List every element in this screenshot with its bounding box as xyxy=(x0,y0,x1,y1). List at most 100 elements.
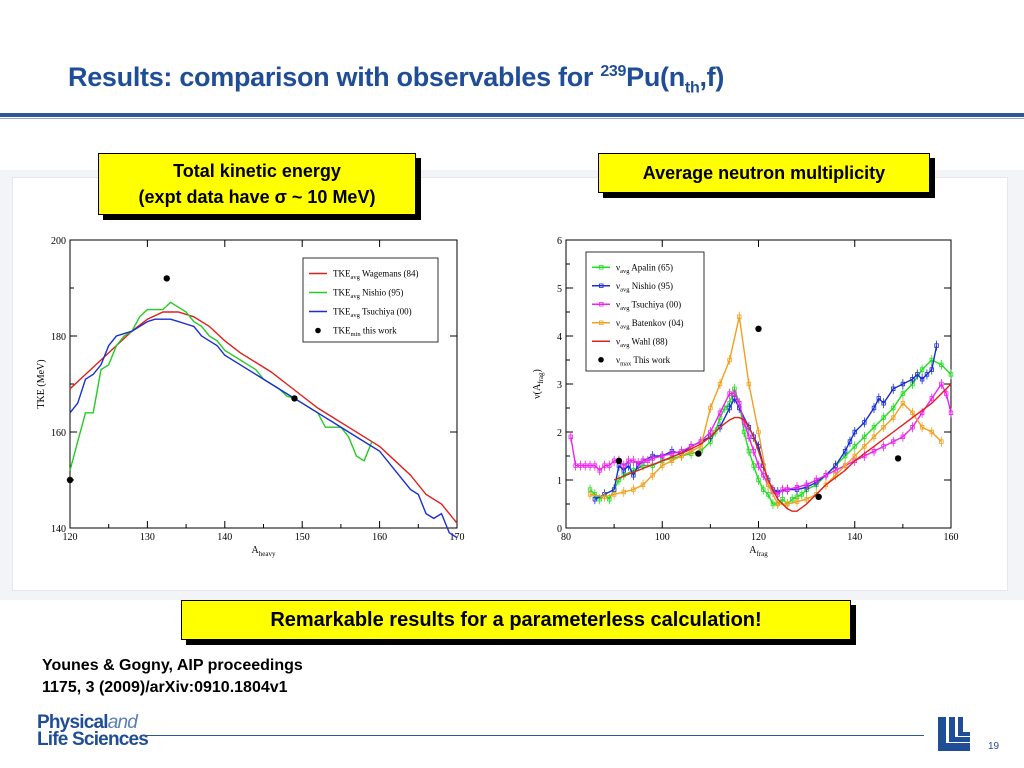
x-tick-label: 140 xyxy=(217,532,232,543)
data-marker xyxy=(929,367,934,372)
data-marker xyxy=(717,381,723,387)
data-marker xyxy=(626,458,631,463)
data-point xyxy=(755,325,762,332)
x-axis-label: Aheavy xyxy=(252,545,276,558)
series-line xyxy=(613,383,952,512)
legend-entry: νavg Nishio (95) xyxy=(616,281,673,294)
series-line xyxy=(570,382,952,496)
data-marker xyxy=(621,463,626,468)
data-marker xyxy=(607,496,612,502)
y-tick-label: 5 xyxy=(557,284,562,295)
data-marker xyxy=(804,496,809,502)
data-marker xyxy=(871,448,877,454)
data-marker xyxy=(631,472,636,478)
data-marker xyxy=(919,424,925,430)
data-marker xyxy=(708,429,713,435)
data-marker xyxy=(919,376,925,382)
data-marker xyxy=(727,391,732,396)
data-marker xyxy=(679,453,684,459)
data-marker xyxy=(891,386,896,391)
data-marker xyxy=(862,420,867,425)
data-marker xyxy=(871,434,877,439)
data-marker xyxy=(919,367,925,372)
data-marker xyxy=(727,405,732,411)
legend-marker xyxy=(599,283,604,288)
x-tick-label: 100 xyxy=(655,532,670,543)
neutron-multiplicity-chart: 80 100 120 140 160 0 1 2 3 4 5 6 Afrag ν(Afrag) νavg A… xyxy=(532,236,959,558)
page-number: 19 xyxy=(988,741,1000,752)
y-tick-label: 1 xyxy=(557,476,562,487)
data-marker xyxy=(631,458,636,463)
data-marker xyxy=(794,499,800,504)
pls-logo: Physicaland Life Sciences xyxy=(37,712,149,750)
x-tick-label: 160 xyxy=(944,532,959,543)
data-marker xyxy=(607,463,612,468)
data-marker xyxy=(712,429,718,435)
data-marker xyxy=(852,453,857,459)
data-point xyxy=(894,455,902,462)
logo-and: and xyxy=(107,712,138,733)
legend-marker xyxy=(315,327,321,334)
data-marker xyxy=(640,482,646,487)
data-marker xyxy=(751,448,756,454)
data-marker xyxy=(943,391,949,396)
x-tick-label: 140 xyxy=(847,532,862,543)
data-marker xyxy=(891,405,896,411)
data-marker xyxy=(650,472,655,478)
data-marker xyxy=(929,396,934,401)
slide-title: Results: comparison with observables for… xyxy=(68,62,725,97)
data-marker xyxy=(910,376,915,382)
series-line xyxy=(69,301,373,471)
footer-rule xyxy=(142,735,924,736)
x-tick-label: 150 xyxy=(295,532,310,543)
title-rule-thin xyxy=(0,118,1024,119)
data-marker xyxy=(650,456,655,461)
data-marker xyxy=(602,463,607,468)
data-marker xyxy=(756,429,761,435)
data-marker xyxy=(785,487,790,492)
legend: TKEavg Wagemans (84)TKEavg Nishio (95)TK… xyxy=(302,257,439,343)
legend-box xyxy=(585,251,705,372)
logo-life-sciences: Life Sciences xyxy=(37,729,149,750)
legend-marker xyxy=(598,356,604,363)
y-tick-label: 160 xyxy=(51,428,66,439)
x-tick-label: 120 xyxy=(751,532,766,543)
data-marker xyxy=(621,489,626,495)
data-point xyxy=(291,395,298,402)
tke-callout-line1: Total kinetic energy xyxy=(173,161,341,181)
data-marker xyxy=(770,501,776,507)
data-marker xyxy=(635,460,641,466)
llnl-logo-icon xyxy=(938,717,970,751)
data-marker xyxy=(597,468,602,473)
data-marker xyxy=(900,400,906,406)
data-marker xyxy=(756,463,761,468)
data-marker xyxy=(847,439,853,444)
series-line xyxy=(69,318,458,539)
conclusion-callout: Remarkable results for a parameterless c… xyxy=(181,600,851,640)
data-marker xyxy=(900,434,906,439)
data-point xyxy=(163,275,170,282)
reference-line1: Younes & Gogny, AIP proceedings xyxy=(42,657,303,674)
data-marker xyxy=(592,496,598,502)
data-point xyxy=(66,476,74,484)
neutron-callout: Average neutron multiplicity xyxy=(598,153,930,193)
data-marker xyxy=(823,482,829,487)
x-tick-label: 80 xyxy=(561,532,571,543)
legend-entry: νavg Wahl (88) xyxy=(616,336,668,349)
reference-line2: 1175, 3 (2009)/arXiv:0910.1804v1 xyxy=(42,679,288,696)
data-marker xyxy=(871,424,877,430)
data-marker xyxy=(583,463,588,468)
data-marker xyxy=(881,424,886,430)
tke-callout: Total kinetic energy (expt data have σ ~… xyxy=(98,153,416,215)
data-marker xyxy=(727,357,732,363)
y-tick-label: 6 xyxy=(557,236,562,247)
data-marker xyxy=(881,444,886,449)
data-marker xyxy=(775,501,780,507)
data-marker xyxy=(814,477,819,483)
y-tick-label: 200 xyxy=(51,236,66,247)
data-marker xyxy=(785,501,790,507)
y-tick-label: 180 xyxy=(51,332,66,343)
data-point xyxy=(615,457,623,464)
y-tick-label: 3 xyxy=(557,380,562,391)
y-tick-label: 4 xyxy=(557,332,562,343)
